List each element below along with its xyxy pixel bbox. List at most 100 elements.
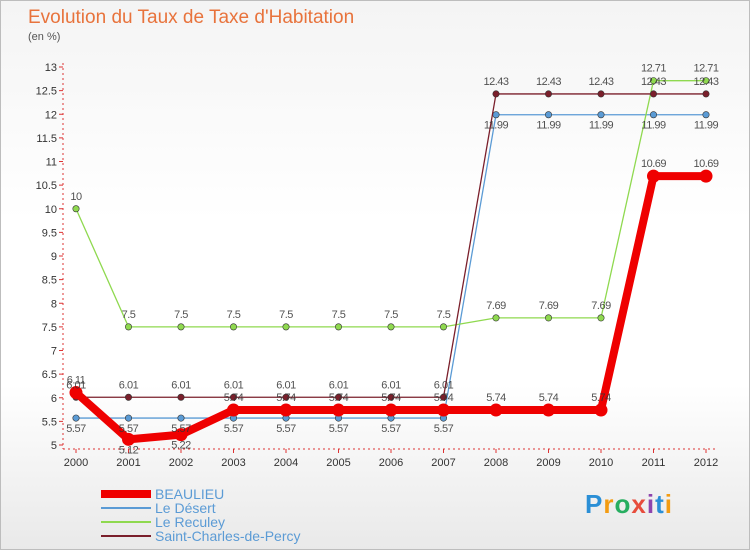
y-tick-label: 5 [51, 440, 57, 452]
y-tick-label: 11.5 [36, 133, 57, 145]
data-point-le-reculey [439, 323, 447, 331]
legend-label-le-desert: Le Désert [155, 500, 216, 516]
legend-label-le-reculey: Le Reculey [155, 514, 226, 530]
data-label-le-reculey: 7.5 [227, 309, 241, 321]
data-point-saint-charles-de-percy [230, 393, 238, 401]
data-label-le-reculey: 7.69 [486, 300, 506, 312]
y-tick-label: 5.5 [42, 416, 57, 428]
y-tick-label: 9.5 [42, 227, 57, 239]
data-label-le-reculey: 12.71 [693, 63, 718, 75]
data-label-beaulieu: 5.74 [381, 392, 401, 404]
data-label-saint-charles-de-percy: 6.01 [381, 379, 401, 391]
data-label-le-desert: 5.57 [224, 423, 244, 435]
data-point-beaulieu [174, 428, 188, 442]
data-point-saint-charles-de-percy [177, 393, 185, 401]
data-point-beaulieu [489, 403, 503, 417]
data-point-le-reculey [387, 323, 395, 331]
data-label-le-desert: 11.99 [641, 120, 666, 132]
data-label-saint-charles-de-percy: 12.43 [536, 76, 561, 88]
data-label-saint-charles-de-percy: 6.01 [434, 379, 454, 391]
data-point-beaulieu [122, 432, 135, 446]
data-label-beaulieu: 10.69 [641, 158, 666, 170]
data-point-le-desert [125, 414, 133, 422]
data-label-le-reculey: 7.5 [279, 309, 293, 321]
data-label-beaulieu: 5.74 [591, 392, 611, 404]
legend-swatch-le-desert [101, 507, 151, 509]
data-label-beaulieu: 5.12 [119, 444, 139, 456]
y-tick-label: 7.5 [42, 322, 57, 334]
data-label-le-desert: 11.99 [694, 120, 719, 132]
data-label-saint-charles-de-percy: 6.01 [66, 379, 86, 391]
y-tick-label: 11 [46, 157, 57, 169]
series-line-le-reculey [75, 80, 707, 328]
data-point-saint-charles-de-percy [492, 90, 500, 98]
data-point-le-desert [492, 111, 500, 119]
data-point-saint-charles-de-percy [125, 393, 133, 401]
y-tick-label: 10.5 [36, 180, 57, 192]
legend-label-beaulieu: BEAULIEU [155, 486, 225, 502]
data-point-le-reculey [702, 77, 710, 85]
data-point-beaulieu [594, 403, 608, 417]
data-label-le-desert: 5.57 [329, 423, 349, 435]
data-point-saint-charles-de-percy [544, 90, 552, 98]
data-label-saint-charles-de-percy: 12.43 [483, 76, 508, 88]
data-label-le-desert: 5.57 [434, 423, 454, 435]
data-point-le-desert [649, 111, 657, 119]
data-label-le-desert: 5.57 [119, 423, 139, 435]
data-point-saint-charles-de-percy [649, 90, 657, 98]
data-label-beaulieu: 5.74 [486, 392, 506, 404]
y-tick-label: 6 [51, 393, 57, 405]
legend-swatch-le-reculey [101, 521, 151, 523]
data-point-le-reculey [282, 323, 290, 331]
x-tick-label: 2003 [221, 457, 245, 469]
data-point-le-reculey [544, 314, 552, 322]
data-label-beaulieu: 5.74 [329, 392, 349, 404]
legend-swatch-saint-charles-de-percy [101, 535, 151, 537]
x-tick-label: 2005 [326, 457, 350, 469]
y-tick-label: 9 [51, 251, 57, 263]
data-label-le-reculey: 7.5 [437, 309, 451, 321]
data-point-le-reculey [649, 77, 657, 85]
data-point-saint-charles-de-percy [439, 393, 447, 401]
y-tick-label: 8.5 [42, 275, 57, 287]
data-label-saint-charles-de-percy: 6.01 [329, 379, 349, 391]
data-label-le-desert: 11.99 [589, 120, 614, 132]
data-point-le-desert [72, 414, 80, 422]
data-label-beaulieu: 5.74 [276, 392, 296, 404]
data-label-le-desert: 5.57 [381, 423, 401, 435]
x-tick-label: 2011 [642, 457, 666, 469]
y-tick-label: 12 [45, 109, 57, 121]
data-label-beaulieu: 6.11 [67, 375, 86, 387]
data-label-beaulieu: 5.74 [539, 392, 559, 404]
data-point-le-reculey [334, 323, 342, 331]
data-point-le-desert [177, 414, 185, 422]
proxiti-logo: Proxiti [585, 489, 673, 519]
data-point-saint-charles-de-percy [282, 393, 290, 401]
data-point-saint-charles-de-percy [597, 90, 605, 98]
data-label-le-reculey: 7.5 [174, 309, 188, 321]
data-label-saint-charles-de-percy: 6.01 [276, 379, 296, 391]
y-tick-label: 6.5 [42, 369, 57, 381]
data-point-le-reculey [125, 323, 133, 331]
data-point-beaulieu [437, 403, 450, 417]
data-point-beaulieu [384, 403, 398, 417]
data-label-le-desert: 5.57 [171, 423, 191, 435]
data-point-beaulieu [69, 386, 83, 400]
data-label-le-reculey: 7.5 [384, 309, 398, 321]
data-label-le-reculey: 10 [70, 191, 82, 203]
y-tick-label: 8 [51, 298, 57, 310]
x-tick-label: 2008 [484, 457, 508, 469]
data-point-beaulieu [279, 403, 293, 417]
y-tick-label: 12.5 [36, 86, 57, 98]
data-label-saint-charles-de-percy: 12.43 [588, 76, 613, 88]
data-label-le-reculey: 7.5 [122, 309, 136, 321]
x-tick-label: 2000 [64, 457, 88, 469]
x-tick-label: 2012 [694, 457, 718, 469]
chart-title: Evolution du Taux de Taxe d'Habitation [28, 7, 355, 28]
data-point-beaulieu [647, 169, 660, 183]
data-point-beaulieu [332, 403, 345, 417]
data-label-le-desert: 5.57 [276, 423, 296, 435]
x-tick-label: 2010 [589, 457, 613, 469]
data-label-saint-charles-de-percy: 6.01 [119, 379, 139, 391]
